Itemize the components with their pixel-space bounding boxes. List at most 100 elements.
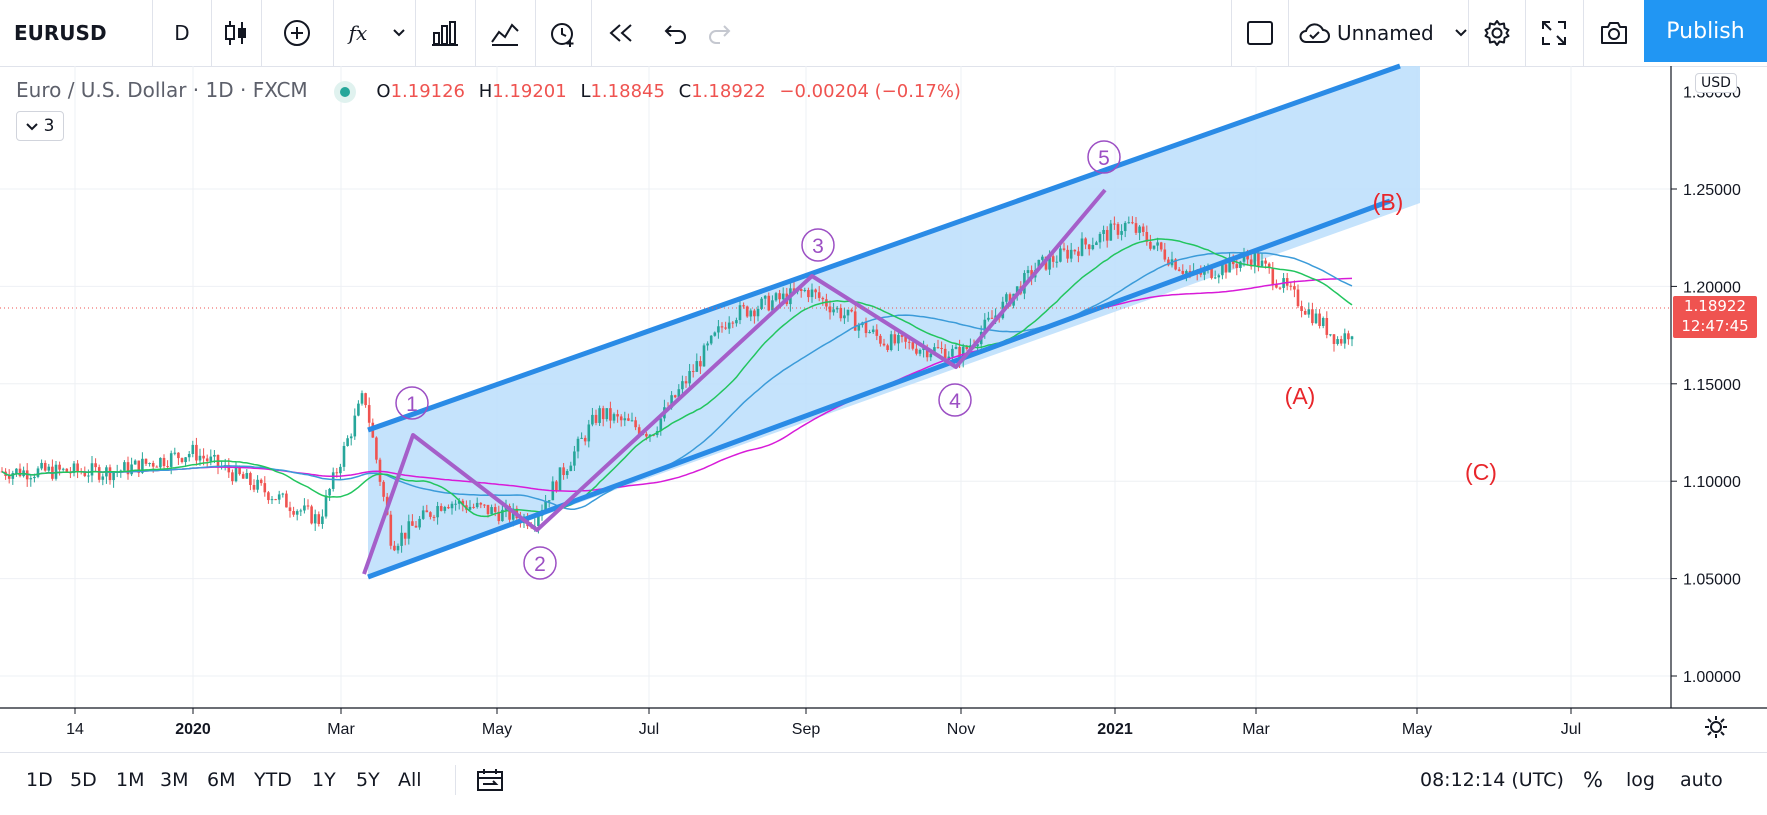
time-tick: Mar (1242, 721, 1270, 738)
candle-body (173, 452, 177, 454)
candle-body (547, 500, 551, 502)
candle-body (713, 332, 717, 336)
candle-body (382, 481, 385, 497)
candles-icon[interactable] (211, 0, 262, 66)
candle-body (47, 466, 51, 471)
range-5y[interactable]: 5Y (356, 769, 380, 791)
candle-body (673, 395, 677, 398)
wave-label-C: (C) (1465, 459, 1497, 485)
candle-body (479, 502, 483, 505)
candle-body (483, 504, 486, 506)
candle-body (137, 460, 141, 473)
candle-body (609, 408, 612, 421)
candle-body (425, 510, 429, 513)
candle-body (29, 478, 33, 480)
legend-title[interactable]: Euro / U.S. Dollar · 1D · FXCM (16, 78, 308, 102)
candle-body (97, 467, 101, 480)
layout-name-button[interactable]: Unnamed (1287, 0, 1469, 66)
financials-icon[interactable] (415, 0, 476, 66)
candle-body (180, 458, 184, 463)
candle-body (1120, 231, 1123, 235)
candle-body (1343, 333, 1347, 344)
candle-body (1303, 311, 1307, 315)
chart-settings-icon[interactable] (1705, 716, 1727, 738)
redo-icon (701, 0, 737, 66)
candle-body (1105, 229, 1109, 241)
indicators-collapse-button[interactable]: 3 (16, 111, 64, 141)
candle-body (501, 509, 504, 522)
range-all[interactable]: All (398, 769, 422, 791)
candle-body (353, 415, 357, 437)
candle-body (1235, 264, 1239, 268)
range-6m[interactable]: 6M (207, 769, 236, 791)
fullscreen-icon[interactable] (1525, 0, 1584, 66)
candle-body (461, 500, 465, 506)
goto-date-icon[interactable] (476, 753, 504, 807)
templates-icon[interactable] (475, 0, 536, 66)
candle-body (33, 476, 36, 479)
publish-button[interactable]: Publish (1644, 0, 1767, 62)
candle-body (342, 445, 346, 467)
candle-body (335, 472, 339, 474)
candle-body (1275, 284, 1278, 288)
legend-h-label: H (478, 81, 493, 102)
candle-body (645, 433, 648, 437)
candle-body (349, 436, 353, 439)
candle-body (659, 418, 663, 432)
symbol-search[interactable]: EURUSD (0, 0, 153, 66)
candle-body (54, 464, 58, 479)
candle-body (803, 290, 807, 292)
layout-select-icon[interactable] (1231, 0, 1289, 66)
range-1d[interactable]: 1D (26, 769, 53, 791)
chevron-down-icon[interactable] (383, 0, 416, 66)
indicators-icon[interactable]: fx (348, 21, 368, 45)
replay-icon[interactable] (591, 0, 651, 66)
candle-body (911, 342, 915, 349)
candle-body (389, 514, 393, 546)
currency-label[interactable]: USD (1695, 73, 1737, 93)
legend-o-label: O (376, 81, 391, 102)
candle-body (490, 507, 493, 514)
last-price: 1.18922 (1683, 297, 1747, 315)
price-tick: 1.20000 (1683, 279, 1741, 296)
price-chart[interactable]: 1 2 3 4 5 (A) (B) (C) 1.25000 1.20000 1.15… (0, 0, 1767, 752)
undo-icon[interactable] (651, 0, 701, 66)
candle-body (1015, 286, 1019, 294)
compare-add-icon[interactable] (261, 0, 334, 66)
wave-1-text: 1 (406, 393, 418, 416)
range-1y[interactable]: 1Y (312, 769, 336, 791)
candle-body (1314, 313, 1318, 324)
candle-body (321, 516, 324, 525)
time-tick: Mar (327, 721, 355, 738)
camera-icon[interactable] (1583, 0, 1644, 66)
candle-body (1203, 269, 1206, 275)
utc-clock[interactable]: 08:12:14 (UTC) (1420, 769, 1564, 791)
candle-body (709, 335, 713, 344)
range-3m[interactable]: 3M (160, 769, 189, 791)
chevron-down-icon (25, 122, 38, 130)
time-tick: Nov (947, 721, 975, 738)
legend-high: 1.19201 (492, 81, 567, 102)
range-ytd[interactable]: YTD (254, 769, 292, 791)
moving-averages (1, 238, 1353, 518)
candle-body (126, 462, 130, 475)
chevron-down-icon (1455, 29, 1467, 37)
auto-toggle[interactable]: auto (1680, 769, 1723, 791)
candle-body (299, 510, 303, 512)
candle-body (87, 475, 90, 477)
range-5d[interactable]: 5D (70, 769, 97, 791)
settings-gear-icon[interactable] (1469, 0, 1526, 66)
range-1m[interactable]: 1M (116, 769, 145, 791)
candle-body (763, 295, 767, 299)
log-toggle[interactable]: log (1626, 769, 1655, 791)
candle-body (436, 506, 439, 518)
candle-body (1127, 222, 1131, 224)
candle-body (454, 503, 457, 505)
ma-50 (1, 238, 1353, 518)
candle-body (1073, 249, 1077, 252)
candle-body (889, 334, 893, 351)
percent-toggle[interactable]: % (1583, 768, 1603, 792)
alert-clock-icon[interactable] (535, 0, 592, 66)
interval-button[interactable]: D (153, 0, 212, 66)
candle-body (727, 322, 731, 329)
